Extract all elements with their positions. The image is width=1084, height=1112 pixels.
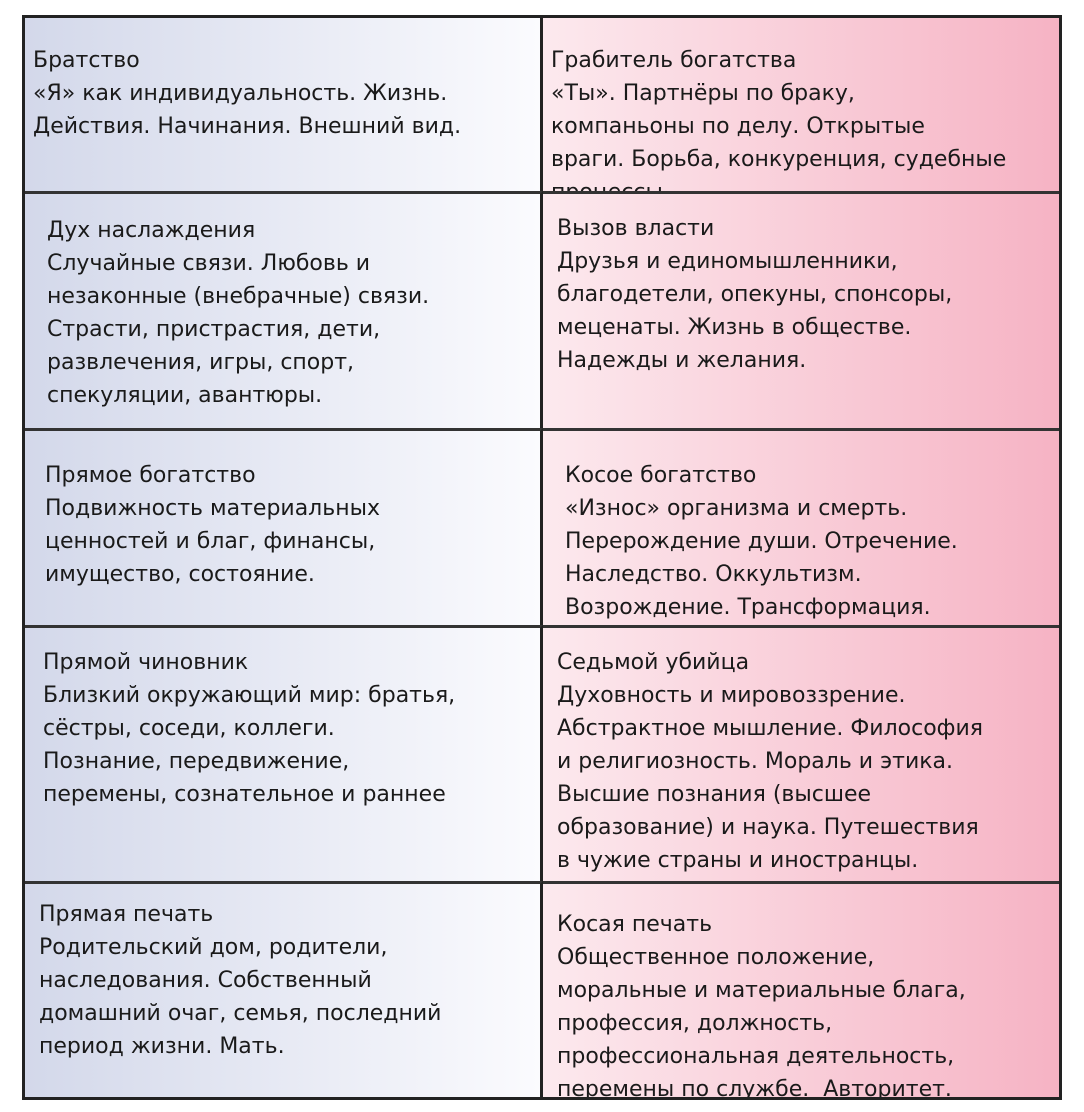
table-cell: Вызов власти Друзья и единомышленники, бла…	[543, 191, 1059, 428]
cell-text: Духовность и мировоззрение.	[557, 683, 906, 708]
cell-title: Прямое богатство	[45, 463, 256, 488]
cell-text: и религиозность. Мораль и этика.	[557, 749, 954, 774]
cell-title: Косая печать	[557, 912, 713, 937]
cell-text: в чужие страны и иностранцы.	[557, 848, 919, 873]
cell-text: наследования. Собственный	[39, 968, 372, 993]
table-cell: Братство «Я» как индивидуальность. Жизнь.…	[25, 18, 543, 191]
cell-text: развлечения, игры, спорт,	[47, 350, 355, 375]
cell-text: Наследство. Оккультизм.	[565, 562, 862, 587]
cell-text: период жизни. Мать.	[39, 1034, 285, 1059]
table-cell: Дух наслаждения Случайные связи. Любовь и…	[25, 191, 543, 428]
cell-text: компаньоны по делу. Открытые	[551, 114, 925, 139]
table-cell: Грабитель богатства «Ты». Партнёры по бра…	[543, 18, 1059, 191]
cell-text: Возрождение. Трансформация.	[565, 595, 931, 620]
cell-text: «Износ» организма и смерть.	[565, 496, 908, 521]
cell-title: Грабитель богатства	[551, 48, 797, 73]
cell-text: незаконные (внебрачные) связи.	[47, 284, 430, 309]
cell-text: сёстры, соседи, коллеги.	[43, 716, 335, 741]
cell-text: Действия. Начинания. Внешний вид.	[33, 114, 462, 139]
cell-text: «Я» как индивидуальность. Жизнь.	[33, 81, 448, 106]
cell-text: профессия, должность,	[557, 1011, 833, 1036]
table-cell: Прямое богатство Подвижность материальных…	[25, 428, 543, 625]
cell-text: Абстрактное мышление. Философия	[557, 716, 984, 741]
cell-text: процессы.	[551, 176, 1059, 191]
cell-text: враги. Борьба, конкуренция, судебные	[551, 147, 1007, 172]
cell-text: Страсти, пристрастия, дети,	[47, 317, 381, 342]
cell-text: моральные и материальные блага,	[557, 978, 966, 1003]
cell-text: Случайные связи. Любовь и	[47, 251, 371, 276]
cell-text: Познание, передвижение,	[43, 749, 350, 774]
cell-text: Близкий окружающий мир: братья,	[43, 683, 456, 708]
table: Братство «Я» как индивидуальность. Жизнь.…	[22, 15, 1062, 1100]
cell-text: Общественное положение,	[557, 945, 875, 970]
table-cell: Прямая печать Родительский дом, родители,…	[25, 881, 543, 1097]
cell-text: меценаты. Жизнь в обществе.	[557, 315, 912, 340]
cell-text: ценностей и благ, финансы,	[45, 529, 376, 554]
cell-text: Высшие познания (высшее	[557, 782, 872, 807]
cell-text: Надежды и желания.	[557, 348, 807, 373]
table-cell: Прямой чиновник Близкий окружающий мир: б…	[25, 625, 543, 881]
cell-text: профессиональная деятельность,	[557, 1044, 955, 1069]
table-cell: Косое богатство «Износ» организма и смерт…	[543, 428, 1059, 625]
cell-text: имущество, состояние.	[45, 562, 315, 587]
cell-text: Родительский дом, родители,	[39, 935, 388, 960]
cell-title: Косое богатство	[565, 463, 757, 488]
cell-title: Дух наслаждения	[47, 218, 256, 243]
cell-text: образование) и наука. Путешествия	[557, 815, 979, 840]
cell-title: Прямая печать	[39, 902, 214, 927]
cell-text: Друзья и единомышленники,	[557, 249, 898, 274]
cell-text: перемены по службе. Авторитет.	[557, 1077, 952, 1097]
cell-text: благодетели, опекуны, спонсоры,	[557, 282, 953, 307]
cell-text: спекуляции, авантюры.	[47, 383, 323, 408]
cell-title: Братство	[33, 48, 140, 73]
cell-text: домашний очаг, семья, последний	[39, 1001, 442, 1026]
cell-title: Вызов власти	[557, 216, 715, 241]
cell-title: Седьмой убийца	[557, 650, 750, 675]
cell-text: Подвижность материальных	[45, 496, 380, 521]
cell-text: Перерождение души. Отречение.	[565, 529, 958, 554]
table-cell: Седьмой убийца Духовность и мировоззрение…	[543, 625, 1059, 881]
cell-title: Прямой чиновник	[43, 650, 249, 675]
cell-text: «Ты». Партнёры по браку,	[551, 81, 855, 106]
cell-text: перемены, сознательное и раннее	[43, 782, 446, 807]
table-cell: Косая печать Общественное положение, морал…	[543, 881, 1059, 1097]
